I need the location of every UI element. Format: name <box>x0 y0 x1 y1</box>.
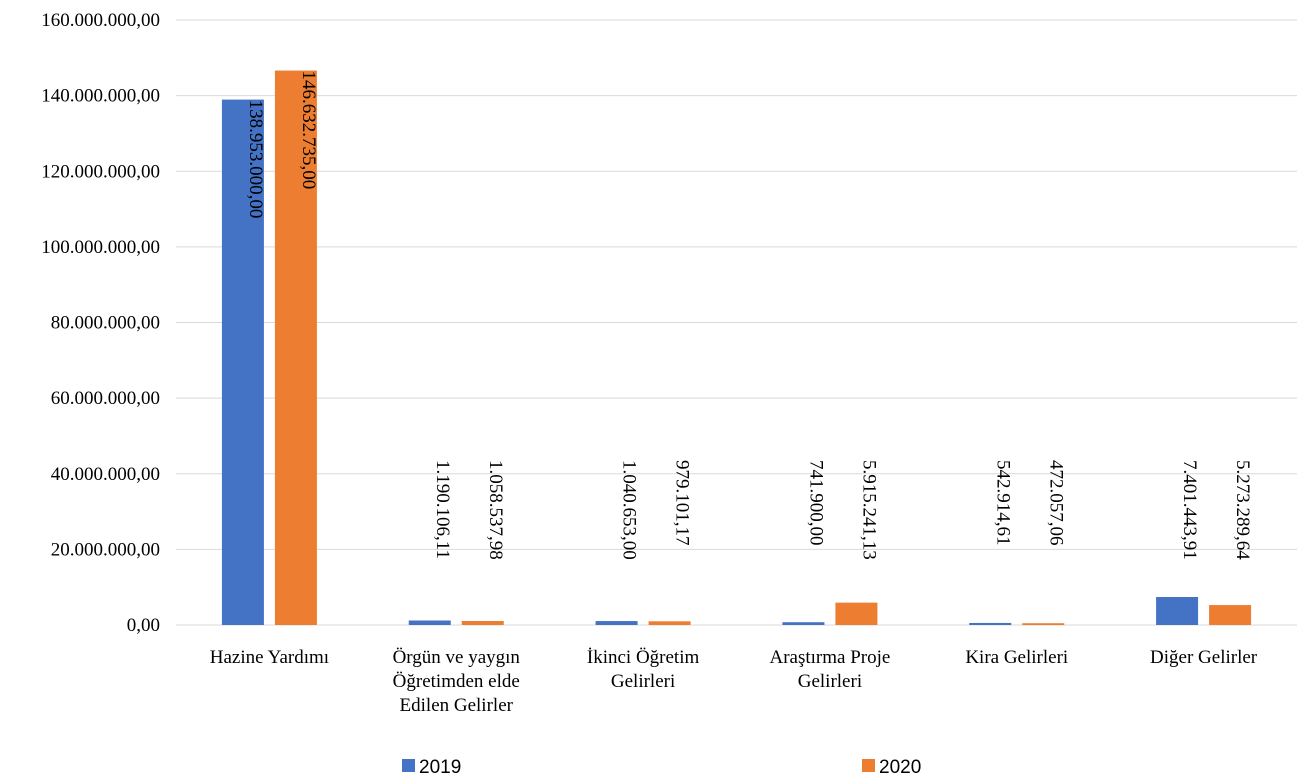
y-tick-label: 60.000.000,00 <box>51 388 160 409</box>
data-label: 979.101,17 <box>672 460 693 546</box>
data-label: 138.953.000,00 <box>245 100 266 219</box>
y-tick-label: 40.000.000,00 <box>51 464 160 485</box>
x-tick-label: Örgün ve yaygın <box>393 647 521 668</box>
bar-2019 <box>595 621 638 625</box>
legend-label: 2019 <box>419 757 461 778</box>
x-tick-label: Kira Gelirleri <box>965 647 1068 668</box>
bar-2020 <box>1022 623 1065 625</box>
bar-2019 <box>969 622 1012 625</box>
x-tick-label: Edilen Gelirler <box>400 695 514 716</box>
legend-swatch <box>862 759 875 772</box>
data-label: 741.900,00 <box>805 460 826 546</box>
bar-2020 <box>274 70 317 625</box>
y-tick-label: 0,00 <box>127 615 160 636</box>
legend-label: 2020 <box>879 757 921 778</box>
data-label: 1.040.653,00 <box>619 460 640 560</box>
y-tick-label: 140.000.000,00 <box>41 86 160 107</box>
data-label: 1.058.537,98 <box>485 460 506 560</box>
x-tick-label: Gelirleri <box>611 671 675 692</box>
bar-2020 <box>461 620 504 625</box>
x-tick-label: Araştırma Proje <box>770 647 891 668</box>
data-label: 542.914,61 <box>992 460 1013 546</box>
y-tick-label: 120.000.000,00 <box>41 161 160 182</box>
y-tick-label: 100.000.000,00 <box>41 237 160 258</box>
legend-swatch <box>402 759 415 772</box>
bar-2019 <box>782 622 825 625</box>
data-label: 7.401.443,91 <box>1179 460 1200 560</box>
y-tick-label: 80.000.000,00 <box>51 313 160 334</box>
data-label: 5.273.289,64 <box>1232 460 1253 560</box>
x-tick-label: Hazine Yardımı <box>210 647 329 668</box>
data-label: 472.057,06 <box>1045 460 1066 546</box>
x-tick-label: Diğer Gelirler <box>1150 647 1258 668</box>
x-tick-label: İkinci Öğretim <box>587 647 700 668</box>
bar-2019 <box>408 620 451 625</box>
data-label: 1.190.106,11 <box>432 460 453 559</box>
bar-2019 <box>221 99 264 625</box>
bar-2020 <box>648 621 691 625</box>
data-label: 146.632.735,00 <box>298 71 319 190</box>
y-axis-tick-labels: 0,00 20.000.000,00 40.000.000,00 60.000.000… <box>41 10 160 636</box>
data-label: 5.915.241,13 <box>858 460 879 560</box>
data-labels: 138.953.000,00 146.632.735,00 1.190.106,11… <box>245 71 1253 561</box>
x-tick-label: Gelirleri <box>798 671 862 692</box>
y-tick-label: 20.000.000,00 <box>51 539 160 560</box>
bars <box>221 70 1252 625</box>
x-tick-label: Öğretimden elde <box>393 671 520 692</box>
y-tick-label: 160.000.000,00 <box>41 10 160 31</box>
gridlines <box>176 19 1297 626</box>
bar-2020 <box>1209 605 1252 625</box>
x-axis-category-labels: Hazine Yardımı Örgün ve yaygın Öğretimden … <box>210 647 1258 716</box>
bar-2019 <box>1156 597 1199 625</box>
legend: 2019 2020 <box>402 757 921 778</box>
bar-2020 <box>835 602 878 625</box>
